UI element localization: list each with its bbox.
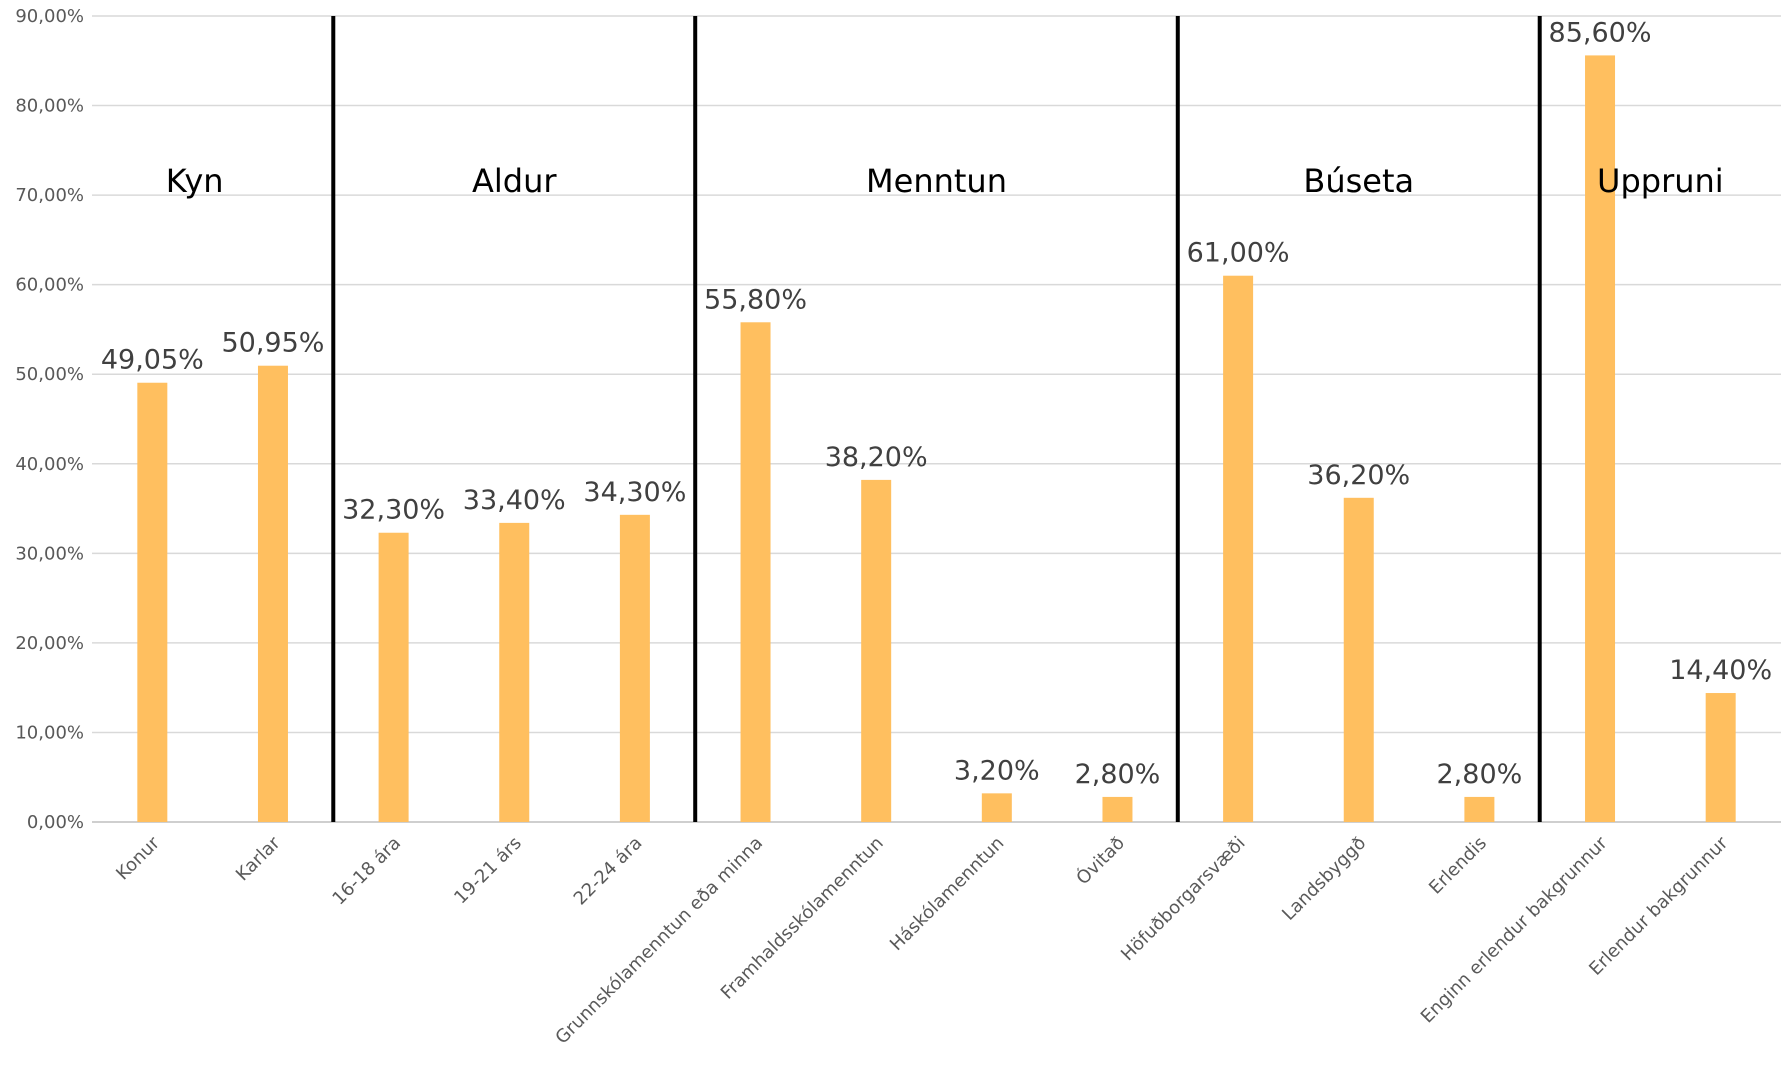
category-label: Háskólamenntun	[886, 833, 1008, 955]
bar	[1585, 55, 1616, 823]
category-label: Erlendis	[1425, 833, 1491, 899]
group-label: Búseta	[1303, 162, 1414, 200]
category-label: 19-21 árs	[450, 833, 526, 909]
y-tick-label: 70,00%	[15, 185, 84, 206]
data-label: 2,80%	[1437, 759, 1523, 790]
bar	[499, 522, 530, 822]
bar	[1223, 275, 1254, 822]
gridlines	[92, 15, 1781, 823]
bar	[137, 382, 168, 822]
category-label: Konur	[112, 832, 164, 884]
y-tick-label: 50,00%	[15, 364, 84, 385]
data-label: 49,05%	[101, 345, 204, 376]
data-label: 3,20%	[954, 755, 1040, 786]
data-label: 32,30%	[342, 495, 445, 526]
bars	[137, 55, 1736, 823]
category-label: Grunnskólamenntun eða minna	[551, 833, 767, 1049]
category-label: 22-24 ára	[570, 833, 647, 910]
bar	[1705, 693, 1736, 822]
bar	[740, 322, 771, 822]
group-label: Uppruni	[1597, 162, 1724, 200]
group-label: Kyn	[166, 162, 224, 200]
group-dividers	[331, 16, 1542, 822]
category-label: Höfuðborgarsvæði	[1117, 833, 1250, 966]
y-axis-ticks: 0,00% 10,00% 20,00% 30,00% 40,00% 50,00% 60,00…	[15, 6, 84, 833]
data-label: 85,60%	[1549, 17, 1652, 48]
y-tick-label: 40,00%	[15, 454, 84, 475]
category-label: Karlar	[232, 832, 285, 885]
data-labels: 49,05% 50,95% 32,30% 33,40% 34,30% 55,80% 38,2…	[101, 17, 1772, 790]
group-label: Aldur	[472, 162, 557, 200]
data-label: 55,80%	[704, 284, 807, 315]
y-tick-label: 10,00%	[15, 722, 84, 743]
y-tick-label: 30,00%	[15, 543, 84, 564]
group-label: Menntun	[866, 162, 1007, 200]
category-label: Landsbyggð	[1278, 833, 1370, 925]
data-label: 2,80%	[1075, 759, 1161, 790]
data-label: 34,30%	[583, 477, 686, 508]
bar	[378, 532, 409, 822]
data-label: 36,20%	[1307, 460, 1410, 491]
y-tick-label: 20,00%	[15, 633, 84, 654]
bar	[257, 365, 288, 822]
category-label: Erlendur bakgrunnur	[1585, 832, 1732, 979]
data-label: 33,40%	[463, 485, 566, 516]
y-tick-label: 80,00%	[15, 96, 84, 117]
category-label: 16-18 ára	[328, 833, 405, 910]
bar	[981, 793, 1012, 822]
data-label: 61,00%	[1187, 238, 1290, 269]
bar	[1464, 796, 1495, 822]
bar	[619, 514, 650, 822]
group-labels: Kyn Aldur Menntun Búseta Uppruni	[166, 162, 1724, 200]
data-label: 50,95%	[221, 328, 324, 359]
bar	[1102, 796, 1133, 822]
y-tick-label: 90,00%	[15, 6, 84, 27]
y-tick-label: 60,00%	[15, 275, 84, 296]
data-label: 38,20%	[825, 442, 928, 473]
y-tick-label: 0,00%	[27, 812, 84, 833]
bar	[1343, 497, 1374, 822]
data-label: 14,40%	[1669, 655, 1772, 686]
category-labels: Konur Karlar 16-18 ára 19-21 árs 22-24 áraGr…	[112, 832, 1732, 1048]
bar	[861, 479, 892, 822]
category-label: Óvitað	[1072, 832, 1129, 889]
